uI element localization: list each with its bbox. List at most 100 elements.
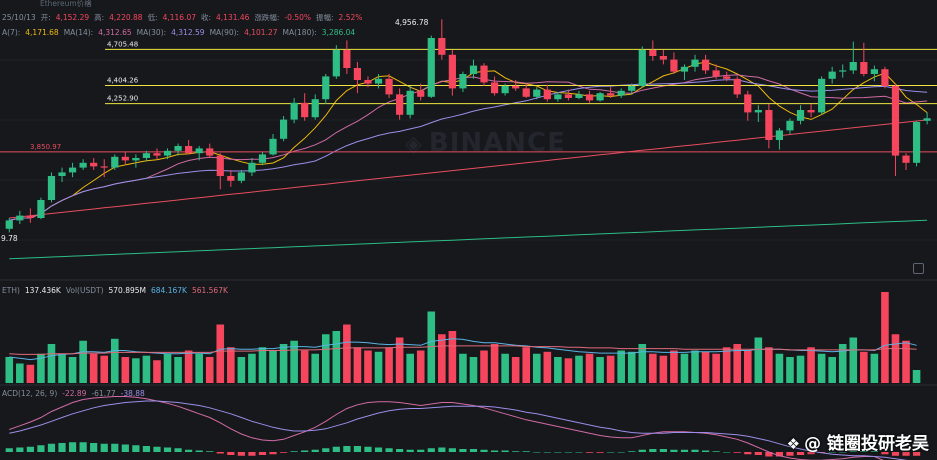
candle-body — [617, 90, 625, 96]
candle-body — [427, 38, 435, 97]
volume-bar — [902, 340, 910, 383]
macd-histogram-bar — [839, 452, 847, 453]
row1-item: 2.52% — [338, 13, 363, 22]
volume-bar — [881, 292, 889, 383]
macd-panel — [5, 396, 921, 460]
candle-body — [533, 89, 541, 97]
volume-bar — [427, 311, 436, 383]
ma_row-item: MA(180): — [282, 28, 317, 37]
macd_row-item: -61.77 — [91, 389, 116, 398]
candle-body — [807, 110, 815, 113]
candle-body — [332, 50, 340, 77]
volume-bar — [564, 358, 573, 383]
row1-item: 4,116.07 — [162, 13, 196, 22]
volume-bar — [817, 353, 826, 383]
ma_row-item: MA(30): — [136, 28, 167, 37]
candle-body — [501, 86, 509, 94]
macd-histogram-bar — [5, 448, 13, 452]
candle-body — [796, 110, 805, 121]
macd-histogram-bar — [153, 446, 161, 452]
settings-icon[interactable] — [913, 263, 924, 274]
macd-histogram-bar — [575, 452, 583, 453]
candle-body — [564, 94, 573, 98]
macd-histogram-bar — [26, 446, 34, 452]
level-label: 4,252.90 — [107, 95, 138, 103]
macd-histogram-bar — [607, 452, 615, 453]
volume-bar — [216, 324, 225, 383]
macd-histogram-bar — [870, 451, 878, 452]
volume-bar — [237, 357, 246, 383]
candle-body — [490, 82, 499, 94]
candle-body — [607, 93, 615, 96]
candle-body — [374, 78, 383, 84]
ma180-line — [9, 219, 928, 260]
volume-bar — [58, 353, 66, 383]
volume-bar — [110, 338, 119, 383]
macd-histogram-bar — [754, 452, 762, 455]
ma7-line — [9, 61, 928, 221]
candle-body — [396, 94, 404, 115]
macd-histogram-bar — [90, 443, 98, 452]
volume-bar — [332, 331, 341, 383]
macd-histogram-bar — [301, 450, 309, 452]
volume-bar — [596, 357, 604, 383]
volume-bar — [617, 350, 625, 383]
volume-info-row: ETH) 137.436K Vol(USDT) 570.895M 684.167K 561… — [2, 286, 233, 296]
volume-bar — [828, 357, 836, 383]
macd-histogram-bar — [417, 449, 425, 452]
macd-histogram-bar — [554, 452, 562, 453]
macd-histogram-bar — [849, 451, 857, 452]
volume-bar — [469, 357, 478, 383]
candle-body — [828, 71, 836, 79]
macd-histogram-bar — [490, 450, 499, 452]
candle-body — [153, 153, 161, 156]
candle-body — [364, 80, 372, 84]
candle-body — [469, 65, 478, 74]
volume-bar — [912, 370, 921, 383]
candle-body — [16, 215, 24, 221]
macd-histogram-bar — [659, 449, 667, 452]
close-icon[interactable]: × — [86, 0, 93, 8]
candle-body — [691, 59, 699, 67]
candle-body — [839, 70, 847, 72]
volume-bar — [585, 353, 594, 383]
volume-bar — [786, 357, 794, 383]
macd-histogram-bar — [100, 443, 108, 452]
candle-body — [670, 59, 678, 72]
candle-body — [237, 172, 245, 181]
ma30-line — [9, 79, 928, 221]
volume-bar — [279, 344, 288, 383]
ma_row-item: 4,312.65 — [98, 28, 132, 37]
candle-body — [923, 118, 931, 121]
candle-body — [849, 62, 857, 71]
volume-bar — [754, 337, 763, 383]
volume-bar — [406, 353, 414, 383]
volume-bar — [701, 351, 710, 383]
macd-histogram-bar — [427, 448, 435, 452]
candle-body — [680, 66, 689, 72]
candle-body — [701, 59, 710, 71]
macd-histogram-bar — [68, 442, 77, 452]
candle-body — [860, 62, 868, 74]
volume-bar — [649, 353, 657, 383]
volume-bar — [26, 364, 35, 383]
candle-body — [712, 70, 720, 77]
candle-body — [269, 138, 277, 155]
candle-body — [733, 78, 741, 95]
candle-body — [417, 90, 425, 97]
macd-histogram-bar — [733, 452, 741, 453]
volume-bar — [37, 353, 45, 383]
macd-histogram-bar — [332, 446, 340, 452]
volume-bar — [385, 347, 393, 383]
ma_row-item: 4,312.59 — [171, 28, 205, 37]
candle-body — [786, 120, 794, 131]
row1-item: 25/10/13 — [2, 13, 36, 22]
macd-histogram-bar — [111, 443, 119, 452]
volume-bar — [670, 350, 678, 383]
macd-histogram-bar — [543, 452, 551, 453]
candle-body — [448, 54, 456, 89]
ma_row-item: 3,286.04 — [321, 28, 356, 37]
macd-histogram-bar — [353, 446, 362, 452]
candle-body — [902, 155, 910, 163]
